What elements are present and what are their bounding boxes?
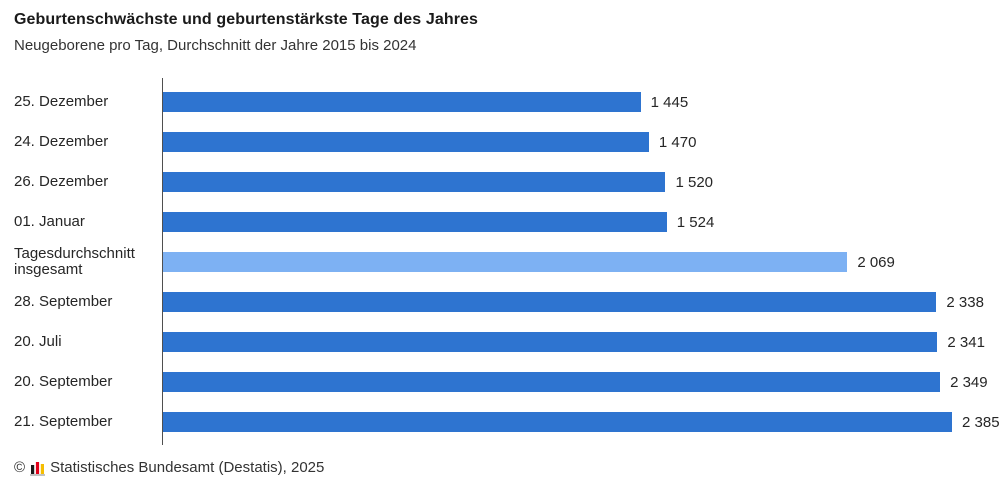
category-label: 28. September [14, 292, 113, 310]
chart-row: Tagesdurchschnitt insgesamt 2 069 [14, 242, 986, 282]
category-label: 25. Dezember [14, 92, 109, 110]
bar-area: 1 470 [162, 132, 952, 152]
chart-subtitle: Neugeborene pro Tag, Durchschnitt der Ja… [14, 37, 417, 54]
value-label: 2 338 [946, 293, 984, 311]
category-label: 20. Juli [14, 332, 62, 350]
bar [162, 92, 641, 112]
chart-card: Geburtenschwächste und geburtenstärkste … [14, 11, 1000, 476]
bar [162, 212, 667, 232]
source-line: © Statistisches Bundesamt (Destatis), 20… [14, 459, 986, 476]
bar [162, 332, 938, 352]
chart-title: Geburtenschwächste und geburtenstärkste … [14, 11, 479, 28]
bar [162, 292, 937, 312]
bar-area: 2 069 [162, 252, 952, 272]
bar-area: 2 338 [162, 292, 984, 312]
bar [162, 372, 941, 392]
bar-area: 2 341 [162, 332, 985, 352]
bar [162, 132, 649, 152]
source-text: Statistisches Bundesamt (Destatis), 2025 [50, 459, 325, 476]
bar-area: 1 524 [162, 212, 952, 232]
bar [162, 252, 848, 272]
value-label: 2 385 [962, 413, 1000, 431]
category-label: 26. Dezember [14, 172, 109, 190]
bar [162, 172, 666, 192]
bar-area: 2 349 [162, 372, 988, 392]
value-label: 1 470 [658, 133, 697, 151]
value-label: 2 349 [950, 373, 988, 391]
value-label: 1 524 [676, 213, 715, 231]
value-label: 2 069 [857, 253, 895, 271]
category-label: 20. September [14, 372, 113, 390]
bar-area: 2 385 [162, 412, 1000, 432]
category-label: 24. Dezember [14, 132, 109, 150]
chart-row: 21. September 2 385 [14, 402, 1000, 442]
value-label: 1 445 [650, 93, 689, 111]
value-label: 2 341 [947, 333, 985, 351]
category-label: 01. Januar [14, 212, 85, 230]
chart-row: 20. September 2 349 [14, 362, 988, 402]
chart-row: 01. Januar 1 524 [14, 202, 986, 242]
chart-row: 25. Dezember 1 445 [14, 82, 986, 122]
value-label: 1 520 [675, 173, 714, 191]
bar-chart: 25. Dezember 1 445 24. Dezember 1 470 26. De… [14, 78, 1000, 445]
chart-rows: 25. Dezember 1 445 24. Dezember 1 470 26. De… [14, 78, 1000, 445]
bar-area: 1 445 [162, 92, 952, 112]
bar-area: 1 520 [162, 172, 952, 192]
category-label: 21. September [14, 412, 113, 430]
destatis-bar-chart-logo-icon [30, 461, 46, 476]
bar [162, 412, 952, 432]
chart-row: 20. Juli 2 341 [14, 322, 986, 362]
y-axis-line [162, 78, 163, 445]
category-label: Tagesdurchschnitt insgesamt [14, 244, 135, 278]
copyright-symbol: © [14, 459, 26, 476]
chart-row: 24. Dezember 1 470 [14, 122, 986, 162]
chart-row: 28. September 2 338 [14, 282, 986, 322]
chart-row: 26. Dezember 1 520 [14, 162, 986, 202]
